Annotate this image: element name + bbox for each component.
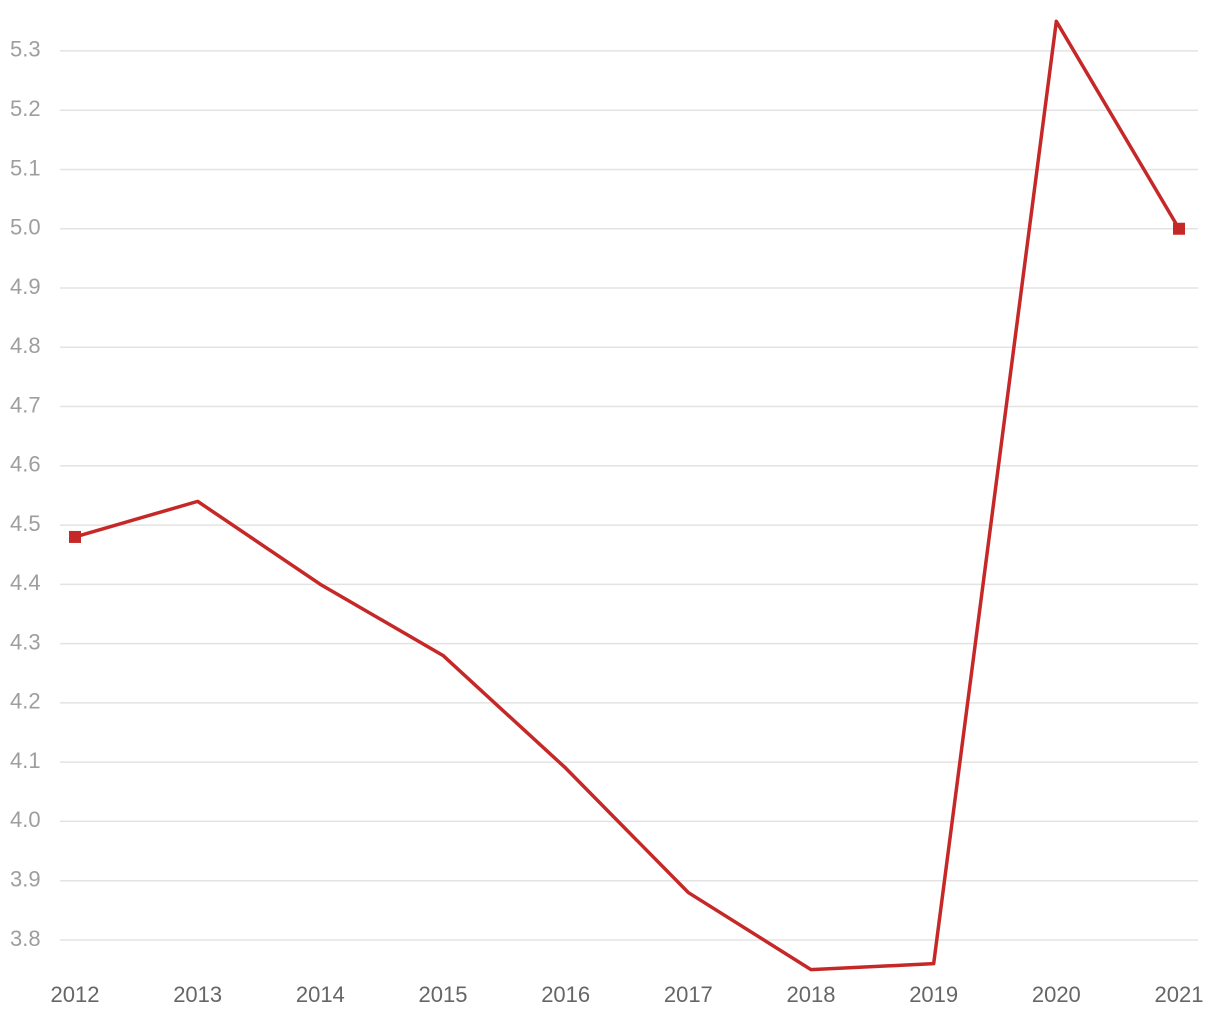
y-tick-label: 5.0 [10, 215, 41, 240]
end-marker [69, 530, 81, 543]
y-tick-label: 4.3 [10, 629, 41, 654]
x-tick-label: 2014 [296, 982, 345, 1007]
x-tick-label: 2016 [541, 982, 590, 1007]
y-tick-label: 4.4 [10, 570, 41, 595]
y-tick-label: 4.1 [10, 748, 41, 773]
y-tick-label: 4.8 [10, 333, 41, 358]
end-marker [1173, 222, 1185, 235]
y-tick-label: 5.1 [10, 155, 41, 180]
y-tick-label: 4.7 [10, 392, 41, 417]
x-tick-label: 2021 [1155, 982, 1204, 1007]
x-tick-label: 2012 [51, 982, 100, 1007]
x-tick-label: 2018 [787, 982, 836, 1007]
x-tick-label: 2015 [419, 982, 468, 1007]
x-tick-label: 2013 [173, 982, 222, 1007]
x-tick-label: 2019 [909, 982, 958, 1007]
y-tick-label: 5.2 [10, 96, 41, 121]
y-tick-label: 5.3 [10, 37, 41, 62]
y-tick-label: 3.8 [10, 926, 41, 951]
x-tick-label: 2020 [1032, 982, 1081, 1007]
y-tick-label: 4.5 [10, 511, 41, 536]
y-tick-label: 3.9 [10, 867, 41, 892]
y-tick-label: 4.6 [10, 452, 41, 477]
line [74, 19, 1181, 972]
x-tick-label: 2017 [664, 982, 713, 1007]
y-tick-label: 4.9 [10, 274, 41, 299]
y-tick-label: 4.0 [10, 807, 41, 832]
y-tick-label: 4.2 [10, 689, 41, 714]
